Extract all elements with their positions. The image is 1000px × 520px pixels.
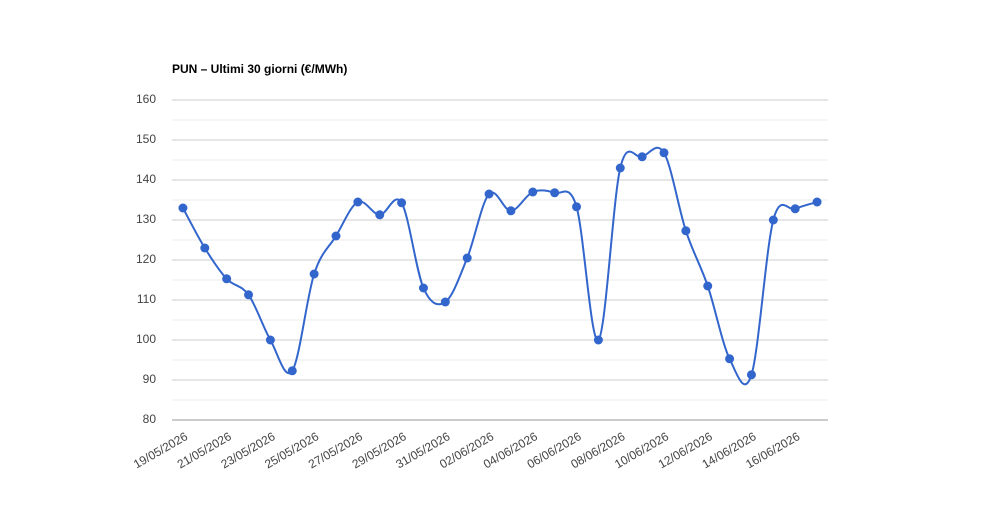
point [703, 281, 713, 291]
point [615, 163, 625, 173]
y-tick-label: 120 [136, 252, 156, 266]
y-tick-label: 140 [136, 172, 156, 186]
y-tick-label: 80 [143, 412, 157, 426]
point [528, 187, 538, 197]
point [287, 366, 297, 376]
point [331, 231, 341, 241]
y-tick-label: 160 [136, 92, 156, 106]
point [397, 198, 407, 208]
point [746, 370, 756, 380]
point [725, 354, 735, 364]
point [353, 197, 363, 207]
point [659, 148, 669, 158]
point [265, 335, 275, 345]
point [462, 253, 472, 263]
y-tick-label: 90 [143, 372, 157, 386]
y-tick-label: 130 [136, 212, 156, 226]
point [572, 202, 582, 212]
point [550, 188, 560, 198]
point [768, 215, 778, 225]
chart-title: PUN – Ultimi 30 giorni (€/MWh) [172, 62, 347, 76]
point [790, 204, 800, 214]
point [484, 189, 494, 199]
point [506, 206, 516, 216]
point [309, 269, 319, 279]
point [593, 335, 603, 345]
y-tick-label: 110 [137, 292, 156, 306]
point [812, 197, 822, 207]
point [178, 203, 188, 213]
point [440, 297, 450, 307]
point [681, 226, 691, 236]
point [200, 243, 210, 253]
y-tick-label: 150 [136, 132, 156, 146]
line [182, 146, 818, 386]
point [375, 210, 385, 220]
y-tick-label: 100 [136, 332, 156, 346]
point [637, 152, 647, 162]
point [244, 290, 254, 300]
point [222, 274, 232, 284]
point [418, 283, 428, 293]
